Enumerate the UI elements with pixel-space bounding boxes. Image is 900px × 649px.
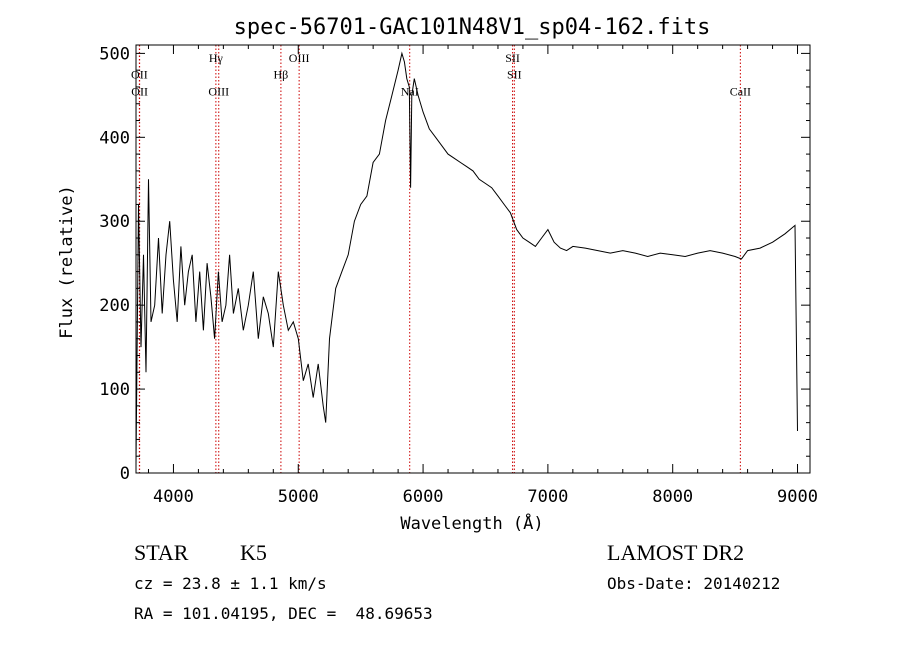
x-tick-label: 5000 — [278, 487, 319, 507]
observation-date: Obs-Date: 20140212 — [607, 574, 781, 593]
y-axis: 0 100 200 300 400 500 — [99, 44, 810, 484]
line-marker-label: SII — [507, 68, 522, 82]
line-marker-label: OIII — [208, 84, 229, 98]
line-marker-label: OIII — [289, 51, 310, 65]
line-marker-label: CaII — [730, 84, 751, 98]
line-marker-label: Hβ — [274, 68, 289, 82]
line-marker-label: OII — [131, 84, 148, 98]
x-axis-label: Wavelength (Å) — [400, 512, 543, 534]
spectrum-series — [135, 51, 798, 465]
x-tick-label: 8000 — [652, 487, 693, 507]
object-subclass: K5 — [240, 540, 267, 565]
spectrum-line — [135, 51, 798, 465]
y-tick-label: 300 — [99, 212, 130, 232]
survey-name: LAMOST DR2 — [607, 540, 745, 565]
line-marker-label: Hγ — [209, 51, 224, 65]
y-tick-label: 100 — [99, 380, 130, 400]
line-marker-label: SII — [505, 51, 520, 65]
y-axis-label: Flux (relative) — [57, 185, 77, 339]
line-marker-label: OII — [131, 68, 148, 82]
x-axis: 4000 5000 6000 7000 8000 9000 — [147, 45, 818, 507]
chart-title: spec-56701-GAC101N48V1_sp04-162.fits — [234, 15, 711, 40]
x-tick-label: 6000 — [403, 487, 444, 507]
y-tick-label: 200 — [99, 296, 130, 316]
coordinates: RA = 101.04195, DEC = 48.69653 — [134, 604, 433, 623]
redshift-velocity: cz = 23.8 ± 1.1 km/s — [134, 574, 327, 593]
line-marker-label: NaI — [401, 84, 419, 98]
y-tick-label: 400 — [99, 128, 130, 148]
object-class: STAR — [134, 540, 189, 565]
plot-frame — [135, 44, 811, 474]
x-tick-label: 9000 — [777, 487, 818, 507]
y-tick-label: 0 — [120, 464, 130, 484]
y-tick-label: 500 — [99, 44, 130, 64]
x-tick-label: 4000 — [153, 487, 194, 507]
x-tick-label: 7000 — [527, 487, 568, 507]
